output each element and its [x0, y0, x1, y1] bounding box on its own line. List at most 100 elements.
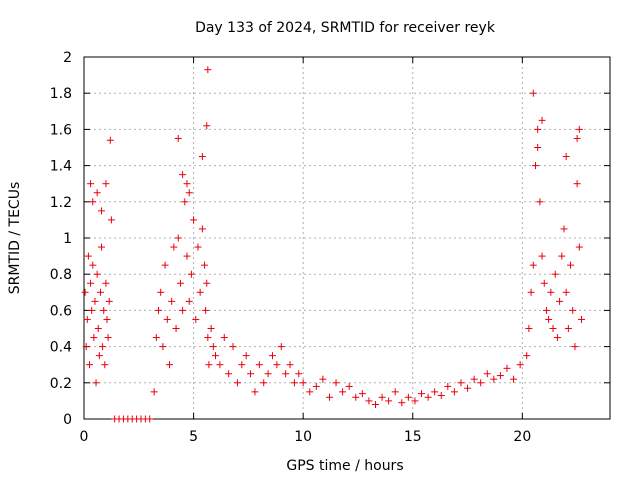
data-point [339, 388, 347, 396]
y-tick-label: 0.2 [50, 376, 72, 392]
plot-frame [83, 56, 611, 420]
data-point [578, 315, 586, 323]
data-point [179, 306, 187, 314]
data-point [204, 334, 212, 342]
data-point [204, 66, 212, 74]
data-point [105, 297, 113, 305]
data-point [192, 315, 200, 323]
data-point [103, 315, 111, 323]
data-point [225, 370, 233, 378]
data-point [170, 243, 178, 251]
data-point [205, 361, 213, 369]
data-point [87, 279, 95, 287]
y-tick-label: 1.4 [50, 159, 72, 175]
data-point [255, 361, 263, 369]
data-point [104, 334, 112, 342]
data-point [404, 393, 412, 401]
x-axis-label: GPS time / hours [286, 458, 403, 474]
chart-title: Day 133 of 2024, SRMTID for receiver rey… [195, 20, 496, 36]
data-point [510, 375, 518, 383]
data-point [216, 361, 224, 369]
data-point [547, 288, 555, 296]
data-point [185, 297, 193, 305]
data-point [391, 388, 399, 396]
data-point [174, 134, 182, 142]
data-point [352, 393, 360, 401]
data-point [325, 393, 333, 401]
data-point [260, 379, 268, 387]
data-point [418, 390, 426, 398]
y-axis-ticks: 0 0.2 0.4 0.6 0.8 1 1.2 1.4 1.6 1.8 2 [50, 50, 610, 428]
data-point [553, 334, 561, 342]
data-point [431, 388, 439, 396]
data-point [398, 399, 406, 407]
data-point [155, 306, 163, 314]
y-axis-label: SRMTID / TECUs [7, 182, 23, 295]
data-point [247, 370, 255, 378]
y-tick-label: 1.8 [50, 86, 72, 102]
data-point [378, 393, 386, 401]
data-point [100, 306, 108, 314]
data-point [319, 375, 327, 383]
y-tick-label: 2 [63, 50, 72, 66]
data-point [185, 189, 193, 197]
data-point [286, 361, 294, 369]
data-point [161, 261, 169, 269]
data-point [183, 180, 191, 188]
y-tick-label: 0 [63, 412, 72, 428]
data-point [536, 198, 544, 206]
data-point [88, 306, 96, 314]
data-point [490, 375, 498, 383]
data-point [96, 288, 104, 296]
data-point [179, 171, 187, 179]
data-point [516, 361, 524, 369]
data-point [365, 397, 373, 405]
data-point [89, 261, 97, 269]
y-tick-label: 0.8 [50, 267, 72, 283]
data-point [163, 315, 171, 323]
data-point [523, 352, 531, 360]
data-point [295, 370, 303, 378]
data-point [81, 288, 89, 296]
data-point [450, 388, 458, 396]
data-point [268, 352, 276, 360]
data-point [273, 361, 281, 369]
data-point [102, 279, 110, 287]
data-point [93, 189, 101, 197]
data-point [99, 343, 107, 351]
y-tick-label: 0.4 [50, 340, 72, 356]
data-point [203, 279, 211, 287]
data-point [529, 261, 537, 269]
y-tick-label: 1.2 [50, 195, 72, 211]
data-point [345, 382, 353, 390]
data-point [165, 361, 173, 369]
data-point [411, 397, 419, 405]
data-point [95, 352, 103, 360]
y-tick-label: 1.6 [50, 122, 72, 138]
data-point [470, 375, 478, 383]
data-point [569, 306, 577, 314]
data-point [332, 379, 340, 387]
data-point [93, 270, 101, 278]
data-point [503, 364, 511, 372]
data-point [242, 352, 250, 360]
data-point [371, 401, 379, 409]
data-point [477, 379, 485, 387]
data-point [229, 343, 237, 351]
data-point [562, 153, 570, 161]
data-point [203, 122, 211, 130]
data-point [567, 261, 575, 269]
data-point [525, 325, 533, 332]
x-tick-label: 20 [513, 429, 531, 445]
data-point [358, 390, 366, 398]
data-point [83, 315, 91, 323]
data-point [98, 207, 106, 215]
data-point [534, 144, 542, 151]
x-tick-label: 0 [80, 429, 89, 445]
data-point [282, 370, 290, 378]
data-point [159, 343, 167, 351]
data-point [444, 382, 452, 390]
data-point [233, 379, 241, 387]
x-tick-label: 15 [404, 429, 422, 445]
